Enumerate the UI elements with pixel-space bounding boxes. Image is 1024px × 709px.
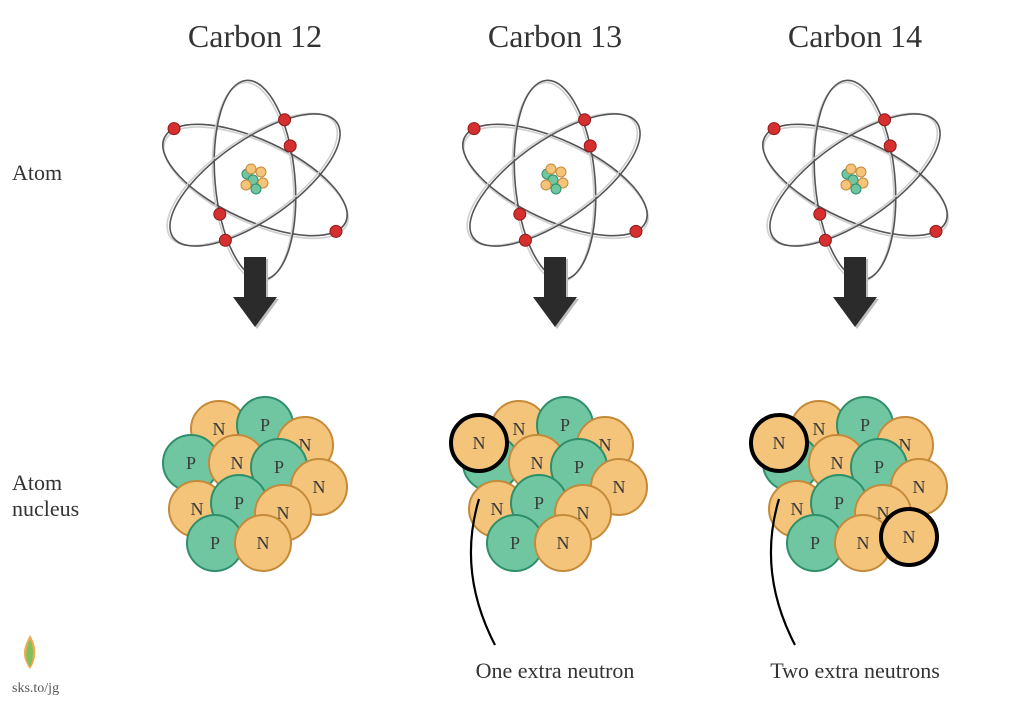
svg-text:P: P: [186, 453, 196, 473]
svg-text:P: P: [874, 457, 884, 477]
svg-text:N: N: [773, 433, 786, 453]
svg-text:N: N: [903, 527, 916, 547]
svg-text:N: N: [491, 499, 504, 519]
svg-text:N: N: [857, 533, 870, 553]
svg-text:N: N: [473, 433, 486, 453]
svg-text:N: N: [257, 533, 270, 553]
caption-c13: One extra neutron: [430, 658, 680, 684]
logo-icon: [14, 633, 46, 673]
svg-text:P: P: [534, 493, 544, 513]
svg-text:N: N: [913, 477, 926, 497]
svg-text:N: N: [191, 499, 204, 519]
svg-text:N: N: [831, 453, 844, 473]
svg-text:N: N: [613, 477, 626, 497]
svg-text:N: N: [231, 453, 244, 473]
arrow-icon: [525, 252, 585, 362]
caption-c14: Two extra neutrons: [720, 658, 990, 684]
svg-text:P: P: [834, 493, 844, 513]
title-c12: Carbon 12: [115, 18, 395, 55]
svg-text:P: P: [810, 533, 820, 553]
row-label-atom: Atom: [12, 160, 62, 186]
svg-text:N: N: [531, 453, 544, 473]
nucleus-diagram-c13: NPNPNPNNPNPNN: [415, 370, 695, 690]
svg-text:N: N: [213, 419, 226, 439]
arrow-icon: [225, 252, 285, 362]
credit-text: sks.to/jg: [12, 681, 59, 697]
svg-text:P: P: [210, 533, 220, 553]
svg-text:P: P: [574, 457, 584, 477]
svg-text:N: N: [557, 533, 570, 553]
nucleus-diagram-c12: NPNPNPNNPNPN: [115, 370, 395, 690]
svg-text:N: N: [813, 419, 826, 439]
svg-text:N: N: [313, 477, 326, 497]
svg-text:N: N: [791, 499, 804, 519]
svg-text:N: N: [513, 419, 526, 439]
nucleus-diagram-c14: NPNPNPNNPNPNNN: [715, 370, 995, 690]
title-c13: Carbon 13: [415, 18, 695, 55]
svg-text:P: P: [234, 493, 244, 513]
svg-text:P: P: [274, 457, 284, 477]
arrow-icon: [825, 252, 885, 362]
row-label-nucleus: Atom nucleus: [12, 470, 79, 522]
svg-text:P: P: [860, 415, 870, 435]
svg-text:P: P: [260, 415, 270, 435]
svg-text:P: P: [510, 533, 520, 553]
svg-text:P: P: [560, 415, 570, 435]
title-c14: Carbon 14: [715, 18, 995, 55]
